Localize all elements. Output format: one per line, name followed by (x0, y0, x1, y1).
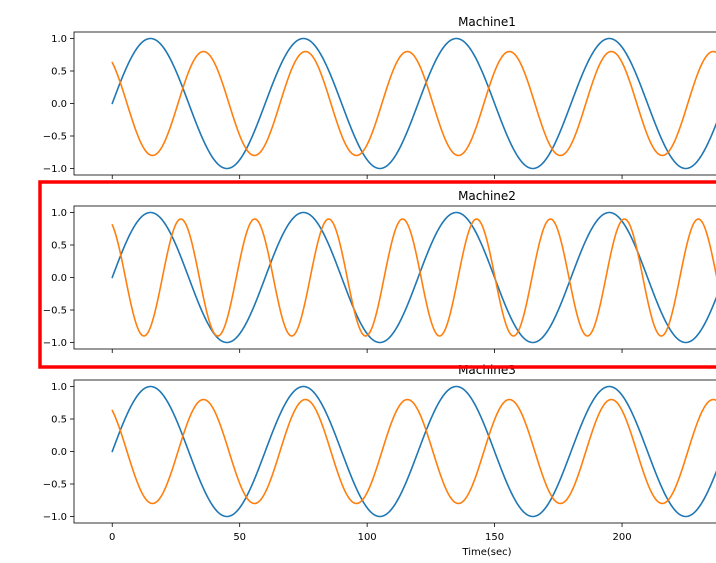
series-machine2 (111, 211, 716, 344)
panel-title-machine1: Machine1 (458, 15, 516, 29)
series-line-orange (111, 50, 716, 157)
x-tick-label: 100 (358, 532, 377, 543)
panel-title-machine3: Machine3 (458, 363, 516, 377)
highlight-box (38, 180, 716, 369)
y-tick-label: −1.0 (43, 512, 67, 523)
series-line-orange (111, 218, 716, 337)
axes-frame-machine1 (73, 31, 716, 176)
series-machine1 (111, 37, 716, 170)
ticks-machine2: 1.0 0.5 0.0 −0.5 −1.0 (43, 208, 623, 353)
y-tick-label: −0.5 (43, 480, 67, 491)
y-tick-label: −1.0 (43, 338, 67, 349)
axes-frame-machine3 (73, 379, 716, 524)
y-tick-label: 1.0 (51, 382, 67, 393)
panel-machine3: Machine3 1.0 0.5 0.0 −0.5 −1.0 0 50 100 150 200 T… (43, 363, 716, 558)
x-axis-label: Time(sec) (461, 547, 511, 558)
series-line-blue (111, 37, 716, 170)
series-line-blue (111, 385, 716, 518)
series-line-blue (111, 211, 716, 344)
x-tick-label: 150 (485, 532, 504, 543)
ticks-machine3: 1.0 0.5 0.0 −0.5 −1.0 0 50 100 150 200 (43, 382, 632, 543)
axes-frame-machine2 (73, 205, 716, 350)
y-tick-label: 0.0 (51, 99, 67, 110)
series-line-orange (111, 398, 716, 505)
y-tick-label: 0.0 (51, 447, 67, 458)
y-tick-label: 0.5 (51, 415, 67, 426)
y-tick-label: 1.0 (51, 208, 67, 219)
y-tick-label: 0.5 (51, 67, 67, 78)
y-tick-label: 0.0 (51, 273, 67, 284)
panel-machine1: Machine1 1.0 0.5 0.0 −0.5 −1.0 (43, 15, 716, 179)
y-tick-label: −0.5 (43, 306, 67, 317)
ticks-machine1: 1.0 0.5 0.0 −0.5 −1.0 (43, 34, 623, 179)
y-tick-label: −1.0 (43, 164, 67, 175)
x-tick-label: 50 (233, 532, 246, 543)
y-tick-label: 0.5 (51, 241, 67, 252)
panel-machine2: Machine2 1.0 0.5 0.0 −0.5 −1.0 (43, 189, 716, 353)
x-tick-label: 0 (109, 532, 115, 543)
y-tick-label: −0.5 (43, 132, 67, 143)
series-machine3 (111, 385, 716, 518)
x-tick-label: 200 (612, 532, 631, 543)
y-tick-label: 1.0 (51, 34, 67, 45)
panel-title-machine2: Machine2 (458, 189, 516, 203)
